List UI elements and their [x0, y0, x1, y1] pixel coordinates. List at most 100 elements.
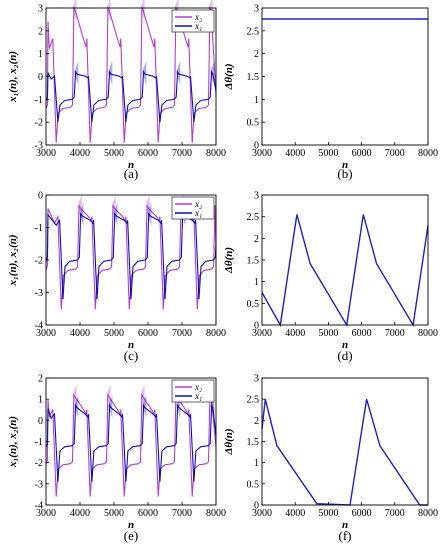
- x-tick-label: 8000: [418, 148, 438, 159]
- legend-label: x₂: [194, 382, 202, 392]
- panel-f: 3000 4000 5000 6000 7000 8000 0 0.5 1 1.5 2 2.5 3 n Δθ…: [223, 374, 438, 544]
- y-tick-label: 2: [254, 416, 259, 427]
- y-tick-label: -4: [35, 501, 43, 512]
- burst-mark-c-0: [145, 195, 150, 219]
- x-tick-label: 5000: [318, 328, 338, 339]
- panel-caption-d: (d): [337, 348, 352, 363]
- y-tick-label: 1: [254, 458, 259, 469]
- burst-mark-c-1: [147, 202, 152, 227]
- y-tick-label: -3: [35, 288, 43, 299]
- x-tick-label: 3000: [252, 148, 272, 159]
- x-tick-label: 5000: [104, 148, 124, 159]
- burst-mark-e-0: [72, 384, 77, 408]
- x-tick-label: 5000: [318, 508, 338, 519]
- x-tick-label: 6000: [352, 508, 372, 519]
- x-tick-label: 6000: [138, 328, 158, 339]
- y-tick-label: 2: [254, 234, 259, 245]
- y-tick-label: -2: [35, 256, 43, 267]
- panel-b: 3000 4000 5000 6000 7000 8000 0 0.5 1 1.5 2 2.5 3 n Δθ…: [223, 4, 438, 182]
- y-tick-label: 2.5: [247, 26, 260, 37]
- panel-caption-c: (c): [124, 348, 138, 363]
- x-tick-label: 3000: [36, 148, 56, 159]
- y-tick-label: 0: [38, 191, 43, 202]
- panel-a: 3000 4000 5000 6000 7000 8000 -3 -2 -1 0 1 2 3 n x₁(n)…: [7, 0, 226, 181]
- x-tick-label: 4000: [70, 508, 90, 519]
- panel-e: 3000 4000 5000 6000 7000 8000 -4 -3 -2 -1 0 1 2 n x₁(n…: [7, 374, 226, 544]
- burst-mark-e-1: [74, 395, 79, 419]
- x-axis-label: n: [128, 519, 134, 531]
- y-tick-label: 1: [38, 395, 43, 406]
- burst-mark-e-1: [108, 395, 113, 419]
- burst-mark-c-1: [113, 202, 118, 227]
- x-tick-label: 8000: [206, 508, 226, 519]
- axes-frame-b: [261, 7, 429, 146]
- y-tick-label: 0.5: [247, 118, 260, 129]
- x-tick-label: 5000: [318, 148, 338, 159]
- y-tick-label: 1.5: [247, 437, 260, 448]
- panel-caption-f: (f): [339, 528, 352, 543]
- burst-mark-c-0: [111, 195, 116, 219]
- x-tick-label: 6000: [138, 508, 158, 519]
- x-tick-label: 7000: [172, 148, 192, 159]
- x-tick-label: 4000: [285, 508, 305, 519]
- y-tick-label: -2: [35, 118, 43, 129]
- x-tick-label: 3000: [252, 328, 272, 339]
- legend-label: x₂: [194, 199, 202, 209]
- panel-caption-e: (e): [124, 528, 138, 543]
- series-line-a-1: [45, 69, 217, 123]
- y-tick-label: -1: [35, 437, 43, 448]
- y-axis-label: Δθ(n): [223, 428, 235, 455]
- y-tick-label: 0.5: [247, 479, 260, 490]
- y-tick-label: 0: [254, 321, 259, 332]
- x-tick-label: 7000: [385, 328, 405, 339]
- x-tick-label: 8000: [206, 148, 226, 159]
- x-tick-label: 8000: [206, 328, 226, 339]
- x-tick-label: 4000: [70, 328, 90, 339]
- y-tick-label: 3: [38, 4, 43, 15]
- y-axis-label: Δθ(n): [223, 247, 235, 274]
- y-tick-label: 2.5: [247, 212, 260, 223]
- burst-mark-a-1: [108, 60, 113, 86]
- burst-mark-e-0: [140, 384, 145, 408]
- burst-mark-c-0: [77, 195, 82, 219]
- y-tick-label: 1: [254, 277, 259, 288]
- y-tick-label: 1.5: [247, 72, 260, 83]
- x-tick-label: 6000: [352, 148, 372, 159]
- y-tick-label: 2: [254, 49, 259, 60]
- axes-frame-f: [261, 377, 429, 506]
- x-tick-label: 5000: [104, 508, 124, 519]
- y-axis-label: Δθ(n): [223, 63, 235, 90]
- x-tick-label: 5000: [104, 328, 124, 339]
- series-line-f-0: [261, 399, 428, 506]
- y-axis-label: x₁(n), x₂(n): [7, 234, 19, 286]
- legend-label: x₂: [194, 12, 202, 22]
- burst-mark-e-1: [142, 395, 147, 419]
- y-tick-label: -1: [35, 223, 43, 234]
- x-tick-label: 6000: [352, 328, 372, 339]
- y-tick-label: 3: [254, 374, 259, 385]
- burst-mark-a-0: [72, 0, 77, 22]
- legend-box-e: [171, 379, 215, 403]
- legend-box-c: [171, 196, 215, 220]
- x-axis-label: n: [128, 339, 134, 351]
- y-tick-label: 2: [38, 26, 43, 37]
- legend-label: x₁: [194, 391, 202, 401]
- x-tick-label: 4000: [285, 148, 305, 159]
- panel-c: 3000 4000 5000 6000 7000 8000 -4 -3 -2 -1 0 n x₁(n),…: [7, 191, 226, 364]
- series-line-d-0: [261, 214, 429, 328]
- legend-box-a: [171, 9, 215, 33]
- burst-mark-a-1: [210, 60, 215, 86]
- x-tick-label: 7000: [172, 508, 192, 519]
- burst-mark-a-0: [140, 0, 145, 22]
- series-line-e-1: [45, 403, 217, 482]
- burst-mark-c-1: [79, 202, 84, 227]
- x-tick-label: 4000: [70, 148, 90, 159]
- x-tick-label: 8000: [418, 508, 438, 519]
- y-tick-label: 0: [254, 141, 259, 152]
- y-tick-label: 1.5: [247, 256, 260, 267]
- legend-label: x₁: [194, 21, 202, 31]
- y-axis-label: x₁(n), x₂(n): [7, 416, 19, 468]
- y-tick-label: -1: [35, 95, 43, 106]
- x-tick-label: 3000: [36, 508, 56, 519]
